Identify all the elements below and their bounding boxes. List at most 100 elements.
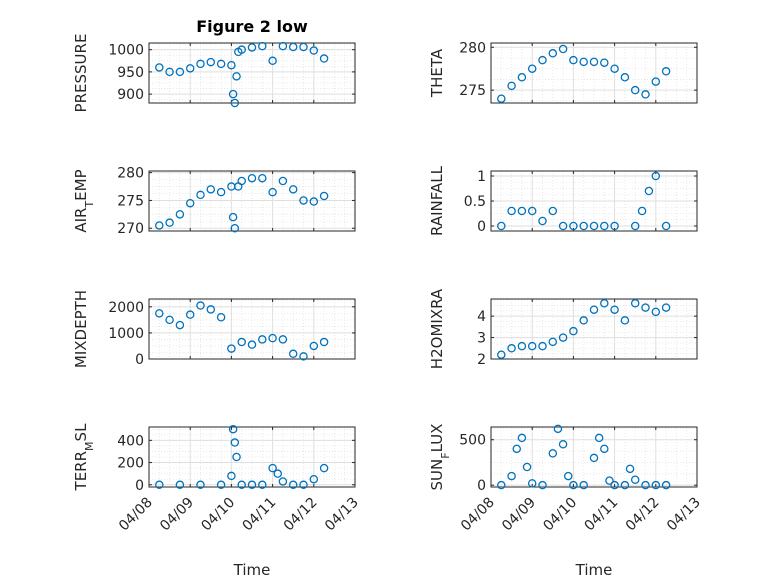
data-point — [630, 475, 640, 484]
data-point — [230, 223, 240, 233]
y-tick-label: 200 — [117, 456, 144, 472]
data-point — [630, 221, 640, 231]
data-point — [288, 480, 298, 490]
data-point — [651, 171, 661, 181]
data-point — [569, 55, 578, 65]
data-point — [155, 221, 164, 230]
data-point — [175, 210, 185, 219]
data-point — [230, 98, 240, 108]
data-point — [594, 433, 604, 443]
data-point — [558, 333, 568, 342]
data-point — [258, 335, 267, 344]
x-tick-label: 04/12 — [623, 495, 663, 535]
data-point — [548, 337, 558, 347]
data-point — [319, 191, 329, 201]
data-point — [185, 310, 195, 319]
y-tick-label: 0 — [135, 478, 144, 494]
data-point — [507, 471, 516, 481]
data-point — [579, 316, 588, 325]
y-tick-label: 270 — [117, 221, 144, 237]
data-point — [661, 303, 671, 312]
data-point — [185, 64, 195, 73]
x-tick-label: 04/10 — [198, 495, 238, 535]
data-point — [610, 64, 619, 73]
data-point — [651, 480, 661, 490]
x-tick-label: 04/13 — [322, 495, 362, 535]
data-point — [299, 352, 308, 361]
data-point — [600, 444, 609, 454]
data-point — [196, 59, 205, 69]
y-tick-label: 4 — [477, 309, 486, 325]
data-point — [497, 94, 506, 103]
data-point — [620, 73, 630, 82]
data-point — [630, 299, 640, 308]
data-point — [527, 206, 537, 216]
data-point — [247, 340, 257, 349]
y-tick-label: 1000 — [108, 43, 144, 59]
panel-pressure: 900 950 1000 PRESSURE — [72, 34, 356, 112]
panel-h2omixra: 2 3 4 H2OMIXRA — [428, 288, 698, 369]
y-tick-label: 0 — [477, 219, 486, 235]
data-point — [216, 59, 226, 69]
data-point — [299, 480, 308, 490]
data-point — [237, 45, 246, 54]
data-point — [319, 463, 329, 473]
data-point — [288, 42, 298, 52]
data-point — [228, 212, 238, 222]
data-point — [610, 305, 619, 314]
data-point — [237, 480, 246, 490]
data-point — [517, 341, 527, 351]
y-tick-label: 1 — [477, 169, 486, 185]
data-point — [517, 206, 527, 216]
data-point — [589, 57, 599, 67]
x-tick-label: 04/11 — [240, 495, 280, 535]
data-point — [319, 337, 329, 347]
data-point — [527, 479, 537, 488]
axes-box — [148, 298, 356, 360]
data-point — [558, 44, 568, 54]
data-point — [589, 221, 599, 231]
data-point — [569, 221, 578, 231]
data-point — [610, 480, 619, 490]
axes-box — [490, 426, 698, 488]
data-point — [185, 198, 195, 208]
y-tick-label: 0.5 — [464, 194, 486, 210]
data-point — [517, 73, 527, 82]
data-point — [630, 85, 640, 95]
data-point — [661, 221, 671, 231]
data-point — [527, 341, 537, 351]
data-point — [175, 480, 185, 490]
axes-box — [490, 42, 698, 104]
data-point — [216, 187, 226, 197]
y-tick-label: 275 — [459, 83, 486, 99]
x-tick-label: 04/12 — [281, 495, 321, 535]
data-point — [227, 344, 236, 353]
y-axis-label: H2OMIXRA — [428, 288, 446, 369]
data-point — [497, 480, 506, 490]
data-point — [600, 58, 609, 67]
x-axis-label-left: Time — [233, 561, 271, 579]
y-axis-label: SUNFLUX — [428, 424, 452, 491]
data-point — [309, 46, 319, 55]
data-point — [228, 424, 238, 434]
panel-air-temp: 270 275 280 AIRTEMP — [72, 166, 356, 237]
axes-box — [148, 170, 356, 232]
data-point — [268, 333, 277, 343]
axes-box — [148, 42, 356, 104]
data-point — [579, 57, 588, 67]
data-point — [268, 187, 277, 197]
data-point — [232, 452, 241, 462]
data-point — [625, 464, 635, 474]
data-point — [558, 440, 568, 449]
data-point — [155, 63, 164, 72]
x-tick-label: 04/09 — [157, 495, 197, 535]
data-point — [507, 206, 516, 216]
data-point — [661, 67, 671, 76]
data-point — [610, 221, 619, 231]
data-point — [278, 477, 288, 486]
data-point — [227, 471, 236, 481]
y-tick-label: 500 — [459, 433, 486, 449]
panel-theta: 275 280 THETA — [428, 40, 698, 104]
y-axis-label: TERRMSL — [72, 423, 96, 492]
